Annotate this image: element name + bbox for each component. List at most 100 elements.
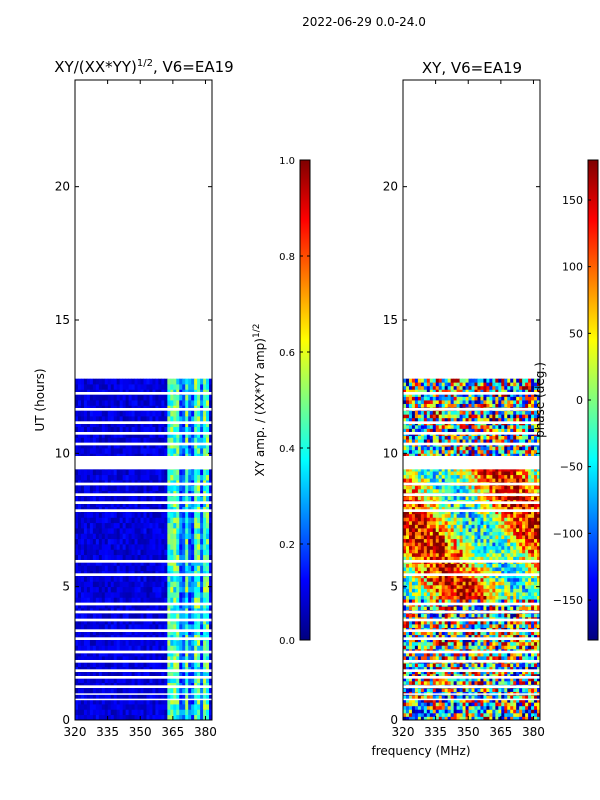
- heatmap-cell: [474, 581, 478, 586]
- heatmap-cell: [459, 620, 463, 625]
- heatmap-cell: [107, 410, 112, 417]
- heatmap-cell: [447, 634, 452, 639]
- heatmap-cell: [164, 597, 168, 604]
- heatmap-cell: [200, 592, 204, 598]
- heatmap-cell: [92, 602, 97, 609]
- heatmap-cell: [134, 501, 138, 508]
- heatmap-cell: [161, 522, 165, 529]
- heatmap-cell: [456, 673, 460, 678]
- heatmap-cell: [185, 709, 189, 716]
- heatmap-cell: [441, 688, 446, 692]
- heatmap-cell: [420, 631, 425, 636]
- heatmap-cell: [507, 673, 511, 678]
- heatmap-cell: [516, 624, 520, 628]
- heatmap-cell: [522, 588, 526, 593]
- heatmap-cell: [480, 695, 484, 700]
- heatmap-cell: [188, 693, 192, 700]
- heatmap-cell: [486, 567, 490, 572]
- heatmap-cell: [495, 581, 499, 586]
- heatmap-cell: [131, 677, 135, 684]
- heatmap-cell: [86, 554, 91, 561]
- heatmap-cell: [98, 629, 103, 636]
- heatmap-cell: [441, 695, 446, 700]
- heatmap-cell: [185, 698, 189, 705]
- heatmap-cell: [164, 549, 168, 556]
- heatmap-cell: [498, 570, 502, 575]
- heatmap-cell: [176, 432, 180, 438]
- heatmap-cell: [75, 704, 79, 710]
- heatmap-cell: [197, 544, 201, 550]
- heatmap-cell: [528, 652, 532, 657]
- heatmap-cell: [471, 584, 475, 589]
- heatmap-cell: [537, 702, 540, 707]
- heatmap-cell: [417, 606, 422, 611]
- heatmap-cell: [423, 709, 428, 714]
- heatmap-cell: [486, 645, 490, 650]
- heatmap-cell: [80, 442, 85, 449]
- heatmap-cell: [98, 618, 103, 625]
- heatmap-cell: [489, 673, 493, 678]
- heatmap-cell: [140, 437, 144, 444]
- heatmap-cell: [405, 606, 410, 611]
- heatmap-cell: [495, 613, 499, 618]
- heatmap-cell: [122, 618, 127, 625]
- heatmap-cell: [155, 474, 159, 481]
- heatmap-cell: [146, 672, 150, 678]
- heatmap-cell: [405, 570, 410, 575]
- heatmap-cell: [173, 656, 177, 662]
- heatmap-cell: [468, 634, 472, 639]
- heatmap-cell: [77, 661, 82, 668]
- heatmap-cell: [80, 528, 85, 534]
- heatmap-cell: [489, 574, 493, 579]
- heatmap-cell: [453, 695, 458, 700]
- heatmap-cell: [158, 554, 162, 561]
- heatmap-cell: [441, 574, 446, 579]
- heatmap-cell: [206, 554, 210, 561]
- heatmap-cell: [164, 410, 168, 417]
- heatmap-cell: [110, 565, 115, 572]
- heatmap-cell: [80, 432, 85, 438]
- heatmap-cell: [209, 576, 212, 582]
- heatmap-cell: [194, 410, 198, 417]
- heatmap-cell: [441, 716, 446, 720]
- heatmap-cell: [537, 577, 540, 582]
- heatmap-cell: [89, 597, 94, 604]
- heatmap-cell: [170, 613, 174, 620]
- heatmap-cell: [408, 670, 413, 675]
- heatmap-cell: [525, 663, 529, 668]
- heatmap-cell: [119, 437, 124, 444]
- heatmap-cell: [468, 592, 472, 596]
- heatmap-cell: [414, 695, 419, 700]
- heatmap-cell: [411, 695, 416, 700]
- left-colorbar-label: XY amp. / (XX*YY amp)1/2: [252, 324, 267, 477]
- heatmap-cell: [203, 592, 207, 598]
- heatmap-cell: [146, 640, 150, 646]
- heatmap-cell: [98, 693, 103, 700]
- heatmap-cell: [462, 584, 466, 589]
- heatmap-cell: [537, 638, 540, 643]
- heatmap-cell: [104, 709, 109, 716]
- heatmap-cell: [429, 670, 434, 675]
- heatmap-cell: [492, 620, 496, 625]
- heatmap-cell: [411, 584, 416, 589]
- heatmap-cell: [209, 544, 212, 550]
- heatmap-cell: [522, 645, 526, 650]
- heatmap-cell: [119, 565, 124, 572]
- heatmap-cell: [438, 712, 443, 717]
- heatmap-cell: [137, 512, 141, 518]
- heatmap-cell: [98, 517, 103, 524]
- heatmap-cell: [209, 714, 212, 720]
- heatmap-cell: [176, 554, 180, 561]
- heatmap-cell: [125, 586, 130, 593]
- heatmap-cell: [444, 688, 449, 692]
- heatmap-cell: [480, 574, 484, 579]
- heatmap-cell: [98, 501, 103, 508]
- heatmap-cell: [143, 672, 147, 678]
- heatmap-cell: [453, 677, 458, 682]
- right-heatmap: [403, 378, 540, 720]
- heatmap-cell: [498, 712, 502, 717]
- heatmap-cell: [435, 698, 440, 703]
- heatmap-cell: [471, 673, 475, 678]
- heatmap-cell: [92, 394, 97, 401]
- heatmap-cell: [164, 704, 168, 710]
